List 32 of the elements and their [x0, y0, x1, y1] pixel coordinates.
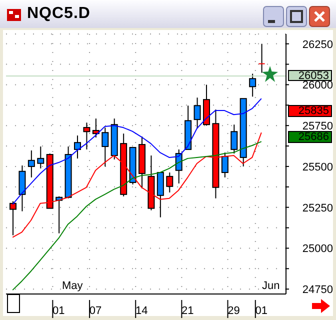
candlestick [74, 135, 81, 159]
candlestick [166, 172, 174, 193]
y-tick-label: 26000 [302, 80, 333, 92]
x-tick-label: 07 [89, 305, 102, 317]
candlestick [102, 127, 109, 167]
candlestick [258, 43, 266, 74]
y-tick-label: 25500 [302, 161, 333, 174]
chart-title: NQC5.D [27, 5, 90, 23]
annotation: May [61, 280, 84, 292]
x-tick-label: 29 [228, 305, 240, 317]
candlestick [230, 124, 238, 154]
candlestick [156, 172, 164, 218]
x-tick-label: 21 [182, 305, 194, 317]
candlestick [18, 164, 26, 212]
annotation: Jun [261, 280, 281, 292]
candlestick [249, 73, 256, 98]
y-tick-label: 25250 [302, 202, 333, 214]
text: 25686 [288, 131, 332, 143]
y-tick-label: 24750 [302, 284, 333, 296]
candlestick [83, 122, 90, 150]
candlestick [194, 97, 201, 130]
candlestick [221, 152, 228, 178]
x-tick-label: 01 [52, 305, 65, 317]
ref-line-label: 26053 [288, 70, 332, 82]
y-tick-label: 26250 [302, 38, 333, 51]
y-tick-label: 25000 [302, 243, 333, 256]
candlestick [37, 146, 44, 169]
text: 25835 [288, 105, 332, 117]
candlestick [28, 150, 35, 178]
line-series [12, 141, 262, 291]
y-tick-label: 25750 [302, 120, 333, 133]
x-tick-label: 14 [135, 305, 148, 317]
